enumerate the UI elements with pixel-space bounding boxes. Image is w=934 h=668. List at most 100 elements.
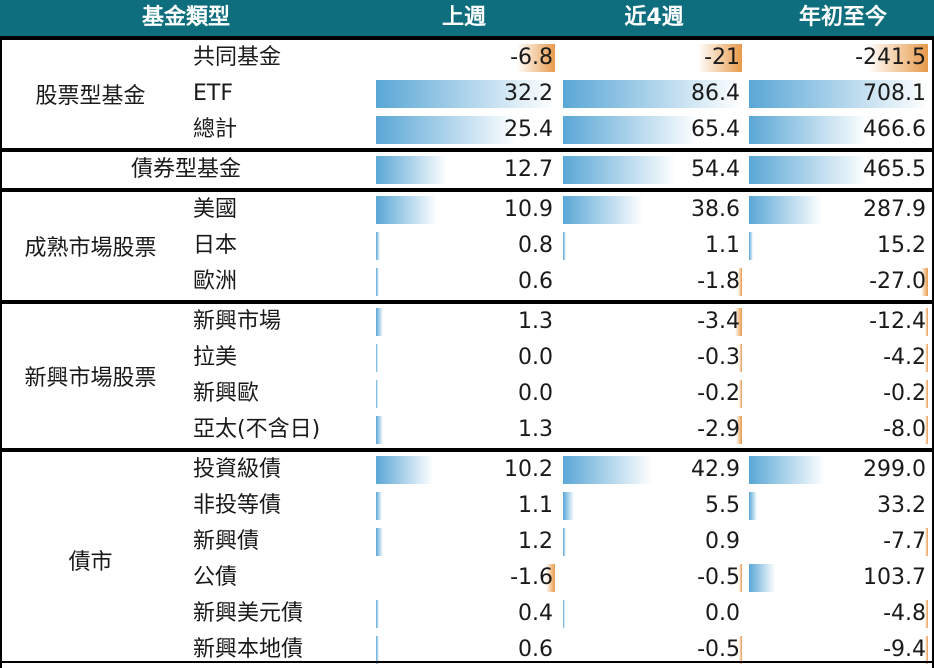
positive-bar: [376, 80, 555, 108]
cell-value: -4.2: [883, 345, 926, 370]
cell-value: 0.0: [518, 345, 553, 370]
row-label: 新興美元債: [193, 601, 304, 626]
positive-bar: [749, 156, 867, 184]
cell-value: 103.7: [863, 565, 926, 590]
table-border-left: [0, 192, 2, 300]
row-label: 公債: [193, 565, 238, 590]
row-label: 新興歐: [193, 381, 260, 406]
positive-bar: [376, 308, 384, 336]
group-label: 債市: [68, 550, 113, 575]
negative-bar: [546, 564, 555, 592]
positive-bar: [376, 156, 447, 184]
group-separator: [0, 36, 934, 40]
positive-bar: [563, 600, 565, 628]
table-border-left: [0, 40, 2, 148]
cell-value: -21: [704, 45, 740, 70]
positive-bar: [376, 380, 378, 408]
negative-bar: [921, 268, 928, 296]
positive-bar: [749, 456, 825, 484]
cell-value: -7.7: [883, 529, 926, 554]
row-label: ETF: [193, 81, 233, 106]
row-label: 投資級債: [193, 457, 282, 482]
negative-bar: [739, 564, 742, 592]
cell-value: 1.3: [518, 417, 553, 442]
group-label: 股票型基金: [35, 84, 146, 109]
cell-value: 15.2: [877, 233, 926, 258]
cell-value: -9.4: [883, 637, 926, 662]
group-separator: [0, 148, 934, 152]
row-label: 新興本地債: [193, 637, 304, 662]
positive-bar: [749, 492, 758, 520]
cell-value: -0.5: [697, 565, 740, 590]
cell-value: -1.8: [697, 269, 740, 294]
cell-value: -0.2: [883, 381, 926, 406]
positive-bar: [563, 156, 676, 184]
header-category: 基金類型: [141, 5, 230, 30]
cell-value: 0.4: [518, 601, 553, 626]
cell-value: -2.9: [697, 417, 740, 442]
cell-value: -8.0: [883, 417, 926, 442]
positive-bar: [376, 416, 384, 444]
cell-value: 86.4: [691, 81, 740, 106]
cell-value: 54.4: [691, 157, 740, 182]
group-label: 新興市場股票: [24, 366, 157, 391]
positive-bar: [376, 528, 383, 556]
table-header: 基金類型 上週 近4週 年初至今: [0, 0, 934, 36]
cell-value: 708.1: [863, 81, 926, 106]
positive-bar: [376, 600, 379, 628]
cell-value: -6.8: [510, 45, 553, 70]
cell-value: 465.5: [863, 157, 926, 182]
row-label: 拉美: [193, 345, 238, 370]
positive-bar: [749, 80, 928, 108]
table-border-right: [932, 152, 934, 188]
negative-bar: [739, 380, 742, 408]
cell-value: 65.4: [691, 117, 740, 142]
positive-bar: [563, 492, 575, 520]
cell-value: 1.2: [518, 529, 553, 554]
table-border-left: [0, 152, 2, 188]
group-separator: [0, 188, 934, 192]
group-separator: [0, 448, 934, 452]
cell-value: -0.2: [697, 381, 740, 406]
row-label: 債券型基金: [130, 157, 241, 182]
negative-bar: [925, 528, 928, 556]
row-label: 日本: [193, 233, 238, 258]
negative-bar: [925, 636, 928, 664]
row-label: 共同基金: [193, 45, 282, 70]
cell-value: -0.3: [697, 345, 740, 370]
cell-value: 0.9: [705, 529, 740, 554]
table-border-right: [932, 452, 934, 668]
cell-value: 1.1: [705, 233, 740, 258]
positive-bar: [563, 196, 643, 224]
cell-value: -4.8: [883, 601, 926, 626]
cell-value: 287.9: [863, 197, 926, 222]
cell-value: 42.9: [691, 457, 740, 482]
positive-bar: [749, 196, 822, 224]
negative-bar: [925, 344, 928, 372]
negative-bar: [734, 308, 742, 336]
negative-bar: [517, 44, 555, 72]
cell-value: -0.5: [697, 637, 740, 662]
cell-value: -3.4: [697, 309, 740, 334]
negative-bar: [866, 44, 928, 72]
cell-value: 466.6: [863, 117, 926, 142]
row-label: 新興市場: [193, 309, 282, 334]
negative-bar: [735, 416, 742, 444]
cell-value: 0.0: [705, 601, 740, 626]
negative-bar: [738, 268, 742, 296]
cell-value: 1.1: [518, 493, 553, 518]
row-label: 美國: [193, 197, 238, 222]
cell-value: 10.2: [504, 457, 553, 482]
row-label: 新興債: [193, 529, 260, 554]
positive-bar: [749, 564, 776, 592]
positive-bar: [376, 492, 383, 520]
positive-bar: [376, 268, 380, 296]
positive-bar: [749, 232, 753, 260]
cell-value: 5.5: [705, 493, 740, 518]
cell-value: 32.2: [504, 81, 553, 106]
cell-value: 38.6: [691, 197, 740, 222]
cell-value: -1.6: [510, 565, 553, 590]
header-4weeks: 近4週: [624, 5, 684, 30]
row-label: 亞太(不含日): [193, 417, 321, 442]
